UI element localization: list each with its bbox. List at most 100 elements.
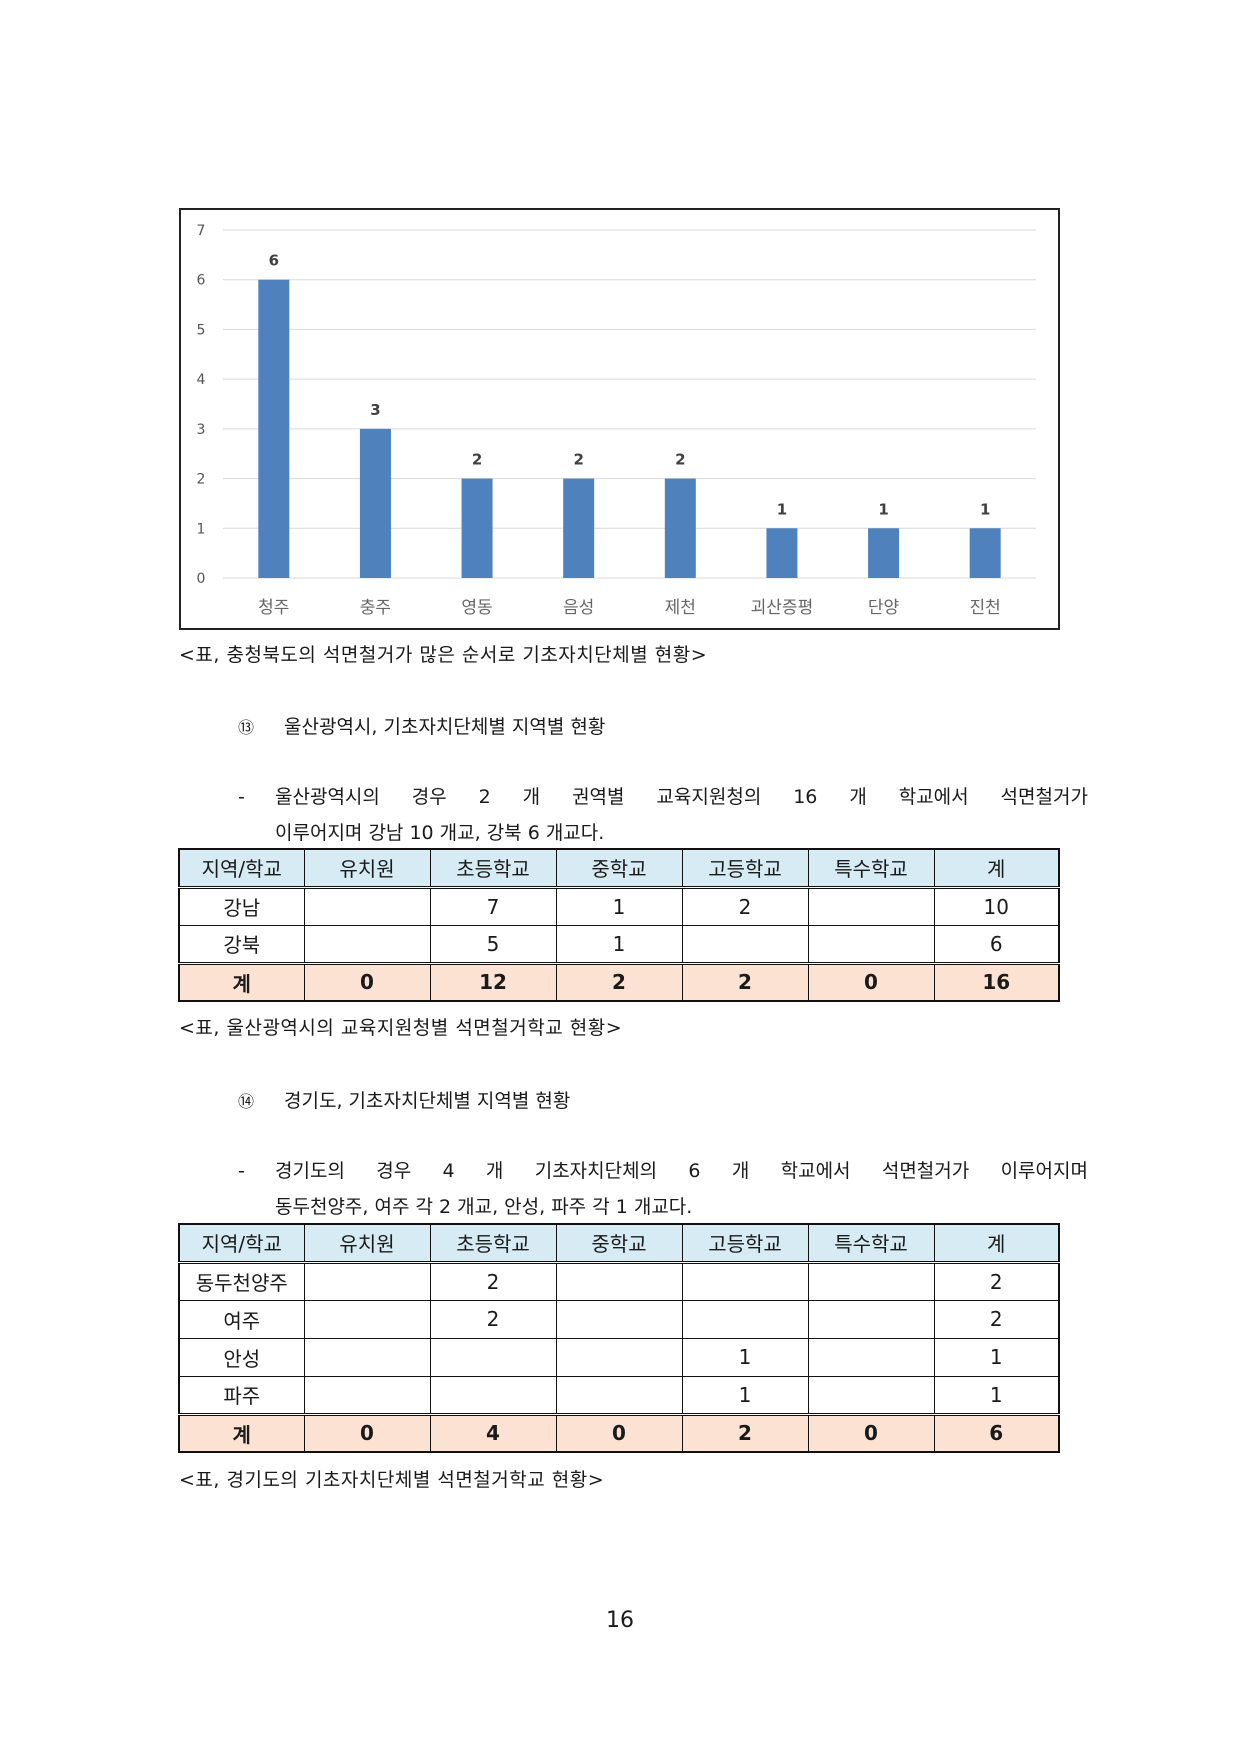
x-tick-label: 진천: [970, 598, 1001, 618]
bar: [664, 478, 696, 578]
section-14-title: 경기도, 기초자치단체별 지역별 현황: [284, 1090, 571, 1112]
ulsan-table-row-cell: [807, 924, 935, 964]
bar-chart: 0 1 2 3 4 5 6 7 6 청주 3 충주 2 영동 2 음성 2 제천 1 괴산증평 1 단양 1 진천: [179, 208, 1060, 630]
y-tick-label: 7: [197, 223, 206, 239]
gyeonggi-table-row-cell: 2: [429, 1299, 557, 1339]
section-13-line2: 이루어지며 강남 10 개교, 강북 6 개교다.: [275, 822, 605, 844]
gyeonggi-table-total-row-cell: 0: [807, 1412, 935, 1453]
section-14-word: 경기도의: [275, 1160, 345, 1182]
section-13-word: 16: [793, 786, 818, 808]
ulsan-table: 지역/학교 유치원 초등학교 중학교 고등학교 특수학교 계 강남 7 1 2 10 강북 5 1 6 계 0 12…: [178, 848, 1060, 1002]
gyeonggi-table-total-row-cell: 0: [303, 1412, 431, 1453]
x-tick-label: 괴산증평: [751, 598, 814, 618]
gyeonggi-table-total-row-cell: 2: [681, 1412, 809, 1453]
ulsan-table-row: 강남 7 1 2 10: [178, 886, 1060, 926]
ulsan-table-total-row-cell: 0: [303, 961, 431, 1002]
section-13-heading: ⑬ 울산광역시, 기초자치단체별 지역별 현황: [238, 712, 605, 739]
ulsan-table-total-row: 계 0 12 2 2 0 16: [178, 961, 1060, 1002]
ulsan-table-row: 강북 5 1 6: [178, 924, 1060, 964]
section-13-word: 경우: [411, 786, 447, 808]
x-tick-label: 음성: [563, 598, 594, 618]
section-14-word: 4: [442, 1160, 455, 1182]
gyeonggi-table-row-cell: [303, 1337, 431, 1377]
gyeonggi-table-row-cell: [807, 1299, 935, 1339]
data-label: 1: [878, 500, 888, 518]
y-tick-label: 5: [197, 322, 206, 338]
chart-svg: 0 1 2 3 4 5 6 7 6 청주 3 충주 2 영동 2 음성 2 제천 1 괴산증평 1 단양 1 진천: [197, 223, 1036, 618]
ulsan-table-header-row-cell: 고등학교: [681, 848, 809, 889]
gyeonggi-table-row-cell: 2: [933, 1261, 1060, 1301]
bar: [359, 428, 391, 578]
section-13-word: 개: [849, 786, 867, 808]
gyeonggi-table-row-cell: 여주: [178, 1299, 305, 1339]
y-tick-label: 3: [197, 422, 206, 438]
section-14-word: 이루어지며: [1000, 1160, 1088, 1182]
gyeonggi-table-caption: <표, 경기도의 기초자치단체별 석면철거학교 현황>: [179, 1469, 605, 1491]
x-tick-label: 제천: [665, 598, 696, 618]
page-number: 16: [606, 1608, 634, 1633]
data-label: 2: [472, 451, 482, 469]
ulsan-table-row-cell: 6: [933, 924, 1060, 964]
gyeonggi-table-row-cell: [303, 1375, 431, 1415]
data-label: 2: [573, 451, 583, 469]
section-13-word: 권역별: [572, 786, 625, 808]
gyeonggi-table-header-row-cell: 계: [933, 1223, 1060, 1264]
gyeonggi-table-header-row-cell: 초등학교: [429, 1223, 557, 1264]
bar: [461, 478, 493, 578]
section-13-word: 2: [478, 786, 491, 808]
section-14-word: 학교에서: [780, 1160, 851, 1182]
gyeonggi-table-row-cell: [429, 1337, 557, 1377]
section-14-line1: 경기도의 경우 4 개 기초자치단체의 6 개 학교에서 석면철거가 이루어지며: [275, 1153, 1088, 1189]
gyeonggi-table-row-cell: [681, 1299, 809, 1339]
gyeonggi-table-total-row-cell: 4: [429, 1412, 557, 1453]
ulsan-table-row-cell: 5: [429, 924, 557, 964]
gyeonggi-table-row-cell: 파주: [178, 1375, 305, 1415]
gyeonggi-table-row-cell: [555, 1375, 683, 1415]
gyeonggi-table-header-row-cell: 유치원: [303, 1223, 431, 1264]
ulsan-table-total-row-cell: 0: [807, 961, 935, 1002]
section-14-word: 석면철거가: [881, 1160, 970, 1182]
data-label: 6: [269, 252, 279, 270]
section-13-title: 울산광역시, 기초자치단체별 지역별 현황: [284, 716, 606, 738]
ulsan-table-row-cell: [681, 924, 809, 964]
gyeonggi-table-row-cell: [807, 1337, 935, 1377]
y-tick-label: 4: [197, 372, 206, 388]
section-14-dash: -: [238, 1160, 245, 1182]
section-13-word: 교육지원청의: [656, 786, 762, 808]
ulsan-table-header-row-cell: 유치원: [303, 848, 431, 889]
ulsan-table-header-row-cell: 계: [933, 848, 1060, 889]
bar: [868, 528, 900, 578]
ulsan-table-total-row-cell: 12: [429, 961, 557, 1002]
data-label: 1: [777, 500, 787, 518]
ulsan-table-row-cell: 1: [555, 886, 683, 926]
section-14-number: ⑭: [238, 1092, 255, 1111]
ulsan-table-header-row-cell: 특수학교: [807, 848, 935, 889]
section-14-paragraph: 경기도의 경우 4 개 기초자치단체의 6 개 학교에서 석면철거가 이루어지며 동두천양주, 여…: [275, 1153, 1088, 1225]
section-13-number: ⑬: [238, 718, 255, 737]
data-label: 1: [980, 500, 990, 518]
ulsan-table-row-cell: [807, 886, 935, 926]
ulsan-table-row-cell: 7: [429, 886, 557, 926]
section-14-word: 개: [485, 1160, 504, 1182]
data-label: 2: [675, 451, 685, 469]
bar: [258, 279, 290, 578]
ulsan-table-total-row-cell: 계: [178, 961, 305, 1002]
y-tick-label: 2: [197, 472, 206, 488]
gyeonggi-table-row-cell: 동두천양주: [178, 1261, 305, 1301]
gyeonggi-table-row-cell: [429, 1375, 557, 1415]
gyeonggi-table-total-row-cell: 6: [933, 1412, 1060, 1453]
ulsan-table-header-row-cell: 지역/학교: [178, 848, 305, 889]
ulsan-table-total-row-cell: 2: [555, 961, 683, 1002]
section-13-line1: 울산광역시의 경우 2 개 권역별 교육지원청의 16 개 학교에서 석면철거가: [275, 779, 1088, 815]
ulsan-table-row-cell: [303, 924, 431, 964]
section-13-word: 개: [522, 786, 541, 808]
section-13-dash: -: [238, 786, 245, 808]
bar: [563, 478, 595, 578]
gyeonggi-table-row: 여주 2 2: [178, 1299, 1060, 1339]
ulsan-table-row-cell: 10: [933, 886, 1060, 926]
chart-caption: <표, 충청북도의 석면철거가 많은 순서로 기초자치단체별 현황>: [179, 644, 708, 666]
gyeonggi-table-row-cell: 안성: [178, 1337, 305, 1377]
section-13-paragraph: 울산광역시의 경우 2 개 권역별 교육지원청의 16 개 학교에서 석면철거가 이루어지며 강남…: [275, 779, 1088, 851]
gyeonggi-table-row-cell: 1: [681, 1337, 809, 1377]
